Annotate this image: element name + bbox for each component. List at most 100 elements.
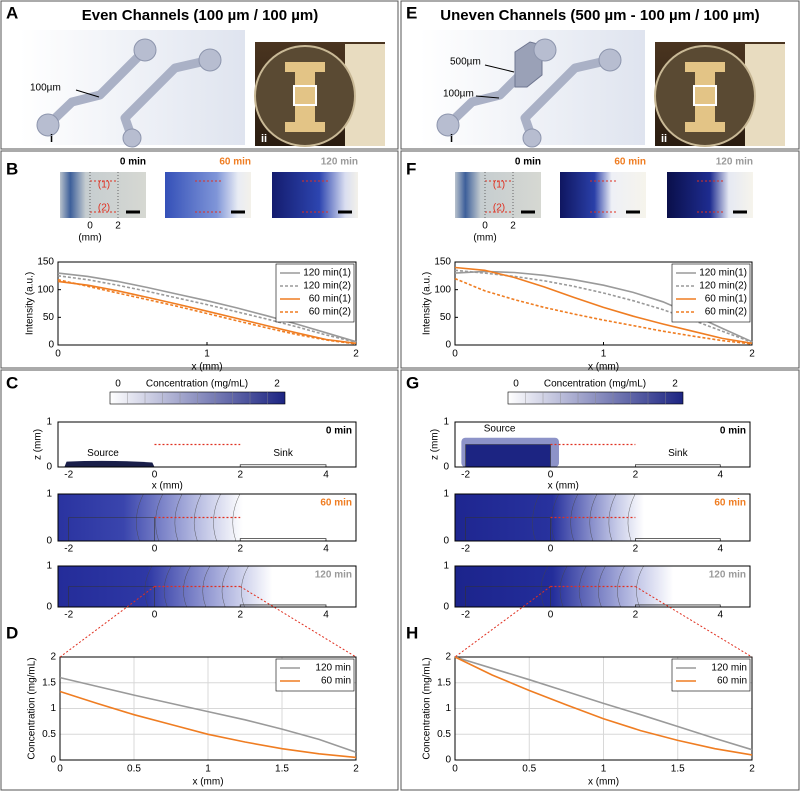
x-tick-label: 0: [548, 544, 554, 555]
series-line: [57, 275, 357, 343]
x-tick-label: 2: [633, 544, 639, 555]
x-tick-label: 0: [152, 470, 158, 481]
sink-label: Sink: [273, 448, 293, 459]
leader-line: [75, 89, 100, 98]
x-tick-label: 4: [718, 610, 724, 621]
sink-outline: [239, 604, 327, 607]
microscope-image: [272, 172, 358, 218]
time-label: 120 min: [315, 570, 352, 581]
source: [465, 444, 551, 467]
series-line: [57, 280, 357, 345]
contour-line: [232, 493, 241, 542]
x-axis-label: x (mm): [548, 481, 579, 492]
time-label: 60 min: [714, 498, 746, 509]
scale-tick: 2: [115, 221, 121, 232]
panel-title: Uneven Channels (500 µm - 100 µm / 100 µ…: [440, 7, 759, 24]
channel-render: [44, 46, 212, 140]
time-label: 60 min: [219, 157, 251, 168]
plot-frame: [454, 493, 751, 542]
time-label: 0 min: [720, 426, 746, 437]
x-tick-label: -2: [64, 544, 73, 555]
x-tick-label: 1.5: [671, 764, 685, 775]
panel-letter: C: [6, 373, 18, 392]
y-tick-label: 0: [46, 536, 52, 547]
legend-label: 120 min(1): [699, 268, 747, 279]
series-line: [454, 656, 753, 756]
y-tick-label: 2: [50, 652, 56, 663]
sink-outline: [634, 604, 721, 607]
sink-outline: [634, 464, 721, 467]
x-axis-label: x (mm): [191, 362, 222, 373]
x-tick-label: 1: [601, 349, 607, 360]
y-tick-label: 1: [443, 561, 449, 572]
x-tick-label: -2: [64, 610, 73, 621]
time-label: 120 min: [321, 157, 358, 168]
plot-frame: [57, 493, 357, 542]
x-tick-label: 0: [452, 764, 458, 775]
x-axis-label: x (mm): [588, 362, 619, 373]
leader-line: [475, 95, 500, 99]
plot-frame: [57, 261, 357, 346]
time-label: 60 min: [614, 157, 646, 168]
legend-box: [671, 658, 751, 692]
contour-line: [617, 565, 625, 608]
x-tick-label: 1: [205, 764, 211, 775]
x-axis-label: x (mm): [192, 777, 223, 788]
channel-ports: [436, 38, 622, 148]
scale-tick: 0: [482, 221, 488, 232]
series-line: [57, 272, 357, 343]
y-tick-label: 1: [50, 703, 56, 714]
sink-outline: [239, 538, 327, 541]
plot-frame: [454, 261, 753, 346]
x-tick-label: 4: [718, 544, 724, 555]
x-tick-label: 0.5: [127, 764, 141, 775]
sink-outline: [634, 538, 721, 541]
contour-line: [589, 493, 598, 542]
x-tick-label: 4: [323, 610, 329, 621]
y-tick-label: 150: [37, 257, 54, 268]
panel-letter: F: [406, 159, 416, 178]
time-label: 60 min: [320, 498, 352, 509]
annotation: 100µm: [443, 89, 474, 100]
scale-unit: (mm): [78, 233, 101, 244]
zoom-line: [239, 586, 357, 658]
photo: [654, 42, 785, 147]
position-label: (2): [493, 203, 505, 214]
legend-label: 120 min(2): [699, 281, 747, 292]
y-tick-label: 50: [43, 312, 55, 323]
colorbar-label: Concentration (mg/mL): [544, 379, 646, 390]
y-tick-label: 1: [46, 489, 52, 500]
plot-frame: [454, 421, 751, 468]
plot-frame: [59, 656, 357, 761]
contour-line: [241, 565, 249, 608]
legend-label: 120 min: [315, 663, 351, 674]
x-axis-label: x (mm): [588, 777, 619, 788]
x-tick-label: 2: [749, 349, 755, 360]
scale-tick: 2: [510, 221, 516, 232]
legend-label: 120 min(2): [303, 281, 351, 292]
legend-box: [275, 658, 355, 692]
x-tick-label: 4: [323, 544, 329, 555]
y-tick-label: 1: [443, 489, 449, 500]
x-tick-label: 1: [204, 349, 210, 360]
x-tick-label: 2: [633, 470, 639, 481]
channel-outline: [465, 517, 551, 541]
series-line: [59, 676, 357, 754]
y-tick-label: 0: [445, 755, 451, 766]
series-line: [454, 656, 753, 751]
position-label: (1): [98, 180, 110, 191]
x-tick-label: 0: [452, 349, 458, 360]
y-tick-label: 100: [434, 284, 451, 295]
colorbar-tick-label: 0: [115, 379, 121, 390]
y-axis-label: Concentration (mg/mL): [422, 657, 433, 759]
annotation: 500µm: [450, 57, 481, 68]
x-tick-label: 2: [633, 610, 639, 621]
contour-line: [636, 565, 644, 608]
y-tick-label: 0: [443, 536, 449, 547]
zoom-line: [635, 586, 753, 658]
x-axis-label: x (mm): [152, 481, 183, 492]
y-tick-label: 0: [443, 462, 449, 473]
x-tick-label: 4: [323, 470, 329, 481]
x-tick-label: 2: [237, 544, 243, 555]
